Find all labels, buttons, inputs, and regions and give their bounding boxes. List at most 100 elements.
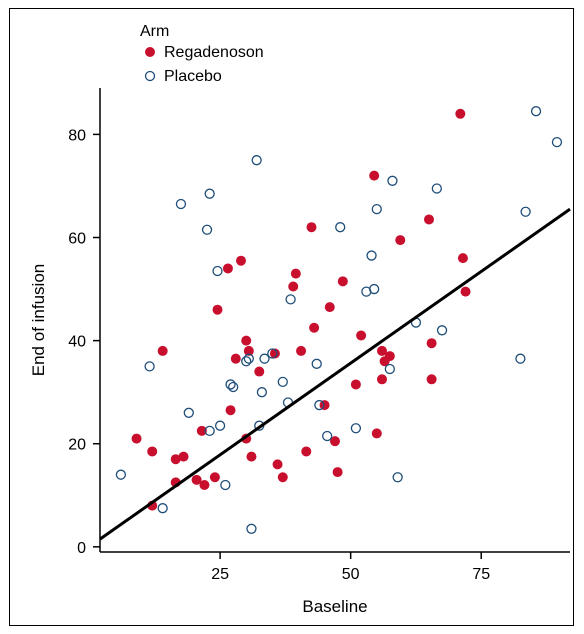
point-placebo (530, 106, 542, 117)
point-regadenoson (424, 214, 434, 225)
point-placebo (144, 361, 155, 372)
point-placebo (212, 265, 223, 277)
point-regadenoson (191, 474, 202, 485)
point-regadenoson (246, 451, 257, 462)
point-placebo (115, 469, 127, 480)
point-regadenoson (199, 479, 210, 490)
point-regadenoson (324, 302, 335, 313)
point-regadenoson (426, 374, 437, 385)
point-placebo (220, 479, 231, 491)
point-regadenoson (330, 436, 340, 447)
y-tick-label: 0 (77, 540, 86, 557)
point-placebo (267, 348, 278, 359)
point-regadenoson (319, 400, 330, 411)
point-placebo (243, 353, 254, 364)
point-regadenoson (254, 366, 265, 377)
legend-label-regadenoson: Regadenoson (164, 44, 264, 61)
point-regadenoson (290, 268, 301, 279)
point-regadenoson (377, 345, 387, 356)
point-placebo (392, 472, 403, 483)
point-placebo (371, 204, 382, 215)
point-placebo (204, 188, 215, 199)
point-placebo (551, 136, 563, 148)
point-regadenoson (277, 472, 288, 483)
point-regadenoson (306, 222, 317, 233)
point-regadenoson (356, 330, 367, 341)
legend-title: Arm (140, 23, 169, 40)
point-regadenoson (455, 108, 466, 119)
legend-marker-regadenoson (145, 47, 155, 57)
point-placebo (384, 363, 395, 375)
point-regadenoson (395, 235, 406, 246)
point-regadenoson (196, 425, 207, 436)
point-regadenoson (212, 304, 223, 315)
legend-marker-placebo (144, 70, 156, 82)
y-tick-label: 80 (68, 127, 86, 144)
point-regadenoson (147, 446, 158, 457)
point-regadenoson (225, 405, 236, 416)
point-regadenoson (309, 322, 320, 333)
point-regadenoson (296, 345, 307, 356)
point-placebo (246, 523, 257, 534)
data-points (115, 106, 563, 534)
point-regadenoson (209, 472, 220, 483)
y-axis-label: End of infusion (29, 264, 48, 376)
point-placebo (285, 294, 296, 305)
point-placebo (314, 399, 325, 411)
point-placebo (350, 423, 362, 434)
point-placebo (201, 224, 213, 235)
point-regadenoson (460, 286, 471, 297)
point-regadenoson (222, 263, 233, 274)
point-placebo (214, 420, 226, 431)
point-placebo (387, 175, 398, 186)
point-regadenoson (269, 348, 280, 359)
chart-frame (9, 8, 574, 626)
point-placebo (520, 206, 531, 217)
point-regadenoson (301, 446, 312, 457)
point-regadenoson (350, 379, 361, 390)
point-placebo (256, 387, 268, 398)
y-tick-label: 20 (68, 437, 86, 454)
point-regadenoson (178, 451, 189, 462)
y-tick-label: 40 (68, 334, 86, 351)
point-placebo (228, 381, 239, 393)
point-regadenoson (236, 255, 246, 266)
point-regadenoson (288, 281, 299, 292)
point-placebo (157, 503, 168, 514)
x-axis-label: Baseline (302, 597, 367, 616)
point-placebo (366, 250, 377, 261)
point-regadenoson (131, 433, 142, 444)
point-placebo (515, 353, 526, 364)
x-tick-label: 25 (211, 566, 229, 583)
point-placebo (225, 379, 236, 390)
x-tick-label: 75 (472, 566, 490, 583)
point-placebo (204, 425, 215, 436)
point-placebo (431, 183, 442, 194)
point-regadenoson (243, 345, 254, 356)
regression-line (99, 207, 571, 541)
point-regadenoson (369, 170, 380, 181)
point-placebo (369, 283, 380, 295)
point-regadenoson (426, 338, 437, 349)
point-regadenoson (371, 428, 382, 439)
x-tick-label: 50 (342, 566, 360, 583)
point-placebo (241, 356, 252, 367)
point-regadenoson (384, 351, 395, 362)
point-regadenoson (230, 353, 241, 364)
point-regadenoson (337, 276, 348, 287)
point-regadenoson (170, 454, 181, 465)
legend: Arm Regadenoson Placebo (140, 23, 264, 85)
y-tick-label: 60 (68, 231, 86, 248)
point-placebo (259, 353, 270, 364)
point-placebo (183, 407, 194, 418)
point-regadenoson (241, 335, 252, 346)
legend-label-placebo: Placebo (164, 68, 222, 85)
point-regadenoson (272, 459, 283, 470)
point-regadenoson (332, 467, 343, 478)
axes (99, 88, 570, 553)
point-placebo (335, 222, 346, 233)
point-regadenoson (377, 374, 387, 385)
x-ticks: 25 50 75 (211, 552, 490, 583)
point-placebo (277, 376, 288, 388)
